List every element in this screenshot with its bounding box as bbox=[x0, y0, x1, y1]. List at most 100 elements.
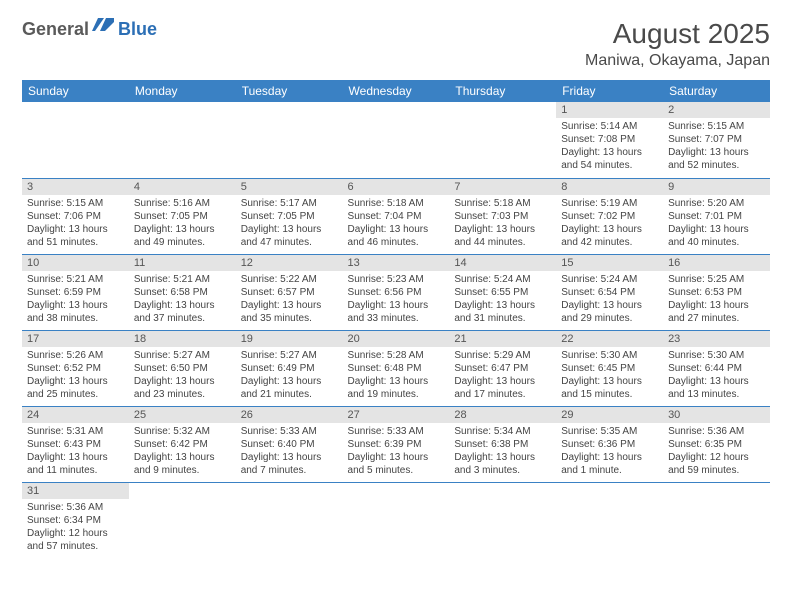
daylight-line: Daylight: 13 hours and 33 minutes. bbox=[348, 299, 445, 325]
sunset-line: Sunset: 6:59 PM bbox=[27, 286, 124, 299]
calendar-day: 28Sunrise: 5:34 AMSunset: 6:38 PMDayligh… bbox=[449, 406, 556, 482]
day-number: 21 bbox=[449, 331, 556, 347]
daylight-line: Daylight: 13 hours and 15 minutes. bbox=[561, 375, 658, 401]
day-number: 31 bbox=[22, 483, 129, 499]
sunrise-line: Sunrise: 5:27 AM bbox=[134, 349, 231, 362]
calendar-day: 20Sunrise: 5:28 AMSunset: 6:48 PMDayligh… bbox=[343, 330, 450, 406]
sunset-line: Sunset: 7:06 PM bbox=[27, 210, 124, 223]
day-number: 7 bbox=[449, 179, 556, 195]
calendar-body: 1Sunrise: 5:14 AMSunset: 7:08 PMDaylight… bbox=[22, 102, 770, 558]
sunrise-line: Sunrise: 5:21 AM bbox=[27, 273, 124, 286]
sunrise-line: Sunrise: 5:25 AM bbox=[668, 273, 765, 286]
day-details: Sunrise: 5:30 AMSunset: 6:44 PMDaylight:… bbox=[663, 347, 770, 405]
day-details: Sunrise: 5:20 AMSunset: 7:01 PMDaylight:… bbox=[663, 195, 770, 253]
sunset-line: Sunset: 6:38 PM bbox=[454, 438, 551, 451]
daylight-line: Daylight: 13 hours and 9 minutes. bbox=[134, 451, 231, 477]
sunrise-line: Sunrise: 5:30 AM bbox=[561, 349, 658, 362]
day-number: 17 bbox=[22, 331, 129, 347]
day-details: Sunrise: 5:26 AMSunset: 6:52 PMDaylight:… bbox=[22, 347, 129, 405]
day-details: Sunrise: 5:21 AMSunset: 6:59 PMDaylight:… bbox=[22, 271, 129, 329]
day-details: Sunrise: 5:34 AMSunset: 6:38 PMDaylight:… bbox=[449, 423, 556, 481]
calendar-day: 2Sunrise: 5:15 AMSunset: 7:07 PMDaylight… bbox=[663, 102, 770, 178]
calendar-day: 25Sunrise: 5:32 AMSunset: 6:42 PMDayligh… bbox=[129, 406, 236, 482]
calendar-day: 24Sunrise: 5:31 AMSunset: 6:43 PMDayligh… bbox=[22, 406, 129, 482]
sunset-line: Sunset: 6:53 PM bbox=[668, 286, 765, 299]
daylight-line: Daylight: 13 hours and 29 minutes. bbox=[561, 299, 658, 325]
calendar-day: 7Sunrise: 5:18 AMSunset: 7:03 PMDaylight… bbox=[449, 178, 556, 254]
calendar-empty bbox=[129, 482, 236, 558]
sunrise-line: Sunrise: 5:15 AM bbox=[27, 197, 124, 210]
day-details: Sunrise: 5:24 AMSunset: 6:55 PMDaylight:… bbox=[449, 271, 556, 329]
sunset-line: Sunset: 6:45 PM bbox=[561, 362, 658, 375]
day-details: Sunrise: 5:27 AMSunset: 6:50 PMDaylight:… bbox=[129, 347, 236, 405]
sunrise-line: Sunrise: 5:27 AM bbox=[241, 349, 338, 362]
calendar-week: 3Sunrise: 5:15 AMSunset: 7:06 PMDaylight… bbox=[22, 178, 770, 254]
calendar-day: 29Sunrise: 5:35 AMSunset: 6:36 PMDayligh… bbox=[556, 406, 663, 482]
sunset-line: Sunset: 7:08 PM bbox=[561, 133, 658, 146]
sunset-line: Sunset: 7:01 PM bbox=[668, 210, 765, 223]
calendar-day: 30Sunrise: 5:36 AMSunset: 6:35 PMDayligh… bbox=[663, 406, 770, 482]
calendar-day: 27Sunrise: 5:33 AMSunset: 6:39 PMDayligh… bbox=[343, 406, 450, 482]
daylight-line: Daylight: 13 hours and 44 minutes. bbox=[454, 223, 551, 249]
day-number: 4 bbox=[129, 179, 236, 195]
day-number: 24 bbox=[22, 407, 129, 423]
day-details: Sunrise: 5:16 AMSunset: 7:05 PMDaylight:… bbox=[129, 195, 236, 253]
sunset-line: Sunset: 6:43 PM bbox=[27, 438, 124, 451]
sunrise-line: Sunrise: 5:20 AM bbox=[668, 197, 765, 210]
daylight-line: Daylight: 13 hours and 51 minutes. bbox=[27, 223, 124, 249]
sunset-line: Sunset: 6:54 PM bbox=[561, 286, 658, 299]
sunset-line: Sunset: 6:57 PM bbox=[241, 286, 338, 299]
sunrise-line: Sunrise: 5:35 AM bbox=[561, 425, 658, 438]
daylight-line: Daylight: 13 hours and 40 minutes. bbox=[668, 223, 765, 249]
daylight-line: Daylight: 13 hours and 38 minutes. bbox=[27, 299, 124, 325]
daylight-line: Daylight: 13 hours and 7 minutes. bbox=[241, 451, 338, 477]
daylight-line: Daylight: 13 hours and 46 minutes. bbox=[348, 223, 445, 249]
calendar-week: 17Sunrise: 5:26 AMSunset: 6:52 PMDayligh… bbox=[22, 330, 770, 406]
day-number: 11 bbox=[129, 255, 236, 271]
sunset-line: Sunset: 6:58 PM bbox=[134, 286, 231, 299]
calendar-day: 8Sunrise: 5:19 AMSunset: 7:02 PMDaylight… bbox=[556, 178, 663, 254]
sunset-line: Sunset: 7:07 PM bbox=[668, 133, 765, 146]
day-details: Sunrise: 5:15 AMSunset: 7:07 PMDaylight:… bbox=[663, 118, 770, 176]
calendar-day: 11Sunrise: 5:21 AMSunset: 6:58 PMDayligh… bbox=[129, 254, 236, 330]
daylight-line: Daylight: 13 hours and 42 minutes. bbox=[561, 223, 658, 249]
daylight-line: Daylight: 13 hours and 52 minutes. bbox=[668, 146, 765, 172]
header: General Blue August 2025 Maniwa, Okayama… bbox=[22, 18, 770, 70]
day-details: Sunrise: 5:28 AMSunset: 6:48 PMDaylight:… bbox=[343, 347, 450, 405]
calendar-empty bbox=[236, 482, 343, 558]
month-title: August 2025 bbox=[585, 18, 770, 50]
calendar-day: 17Sunrise: 5:26 AMSunset: 6:52 PMDayligh… bbox=[22, 330, 129, 406]
sunset-line: Sunset: 7:05 PM bbox=[134, 210, 231, 223]
day-details: Sunrise: 5:32 AMSunset: 6:42 PMDaylight:… bbox=[129, 423, 236, 481]
calendar-day: 3Sunrise: 5:15 AMSunset: 7:06 PMDaylight… bbox=[22, 178, 129, 254]
sunrise-line: Sunrise: 5:19 AM bbox=[561, 197, 658, 210]
sunset-line: Sunset: 6:40 PM bbox=[241, 438, 338, 451]
sunrise-line: Sunrise: 5:30 AM bbox=[668, 349, 765, 362]
sunset-line: Sunset: 7:05 PM bbox=[241, 210, 338, 223]
calendar-day: 15Sunrise: 5:24 AMSunset: 6:54 PMDayligh… bbox=[556, 254, 663, 330]
sunrise-line: Sunrise: 5:28 AM bbox=[348, 349, 445, 362]
day-number: 22 bbox=[556, 331, 663, 347]
calendar-week: 31Sunrise: 5:36 AMSunset: 6:34 PMDayligh… bbox=[22, 482, 770, 558]
daylight-line: Daylight: 13 hours and 3 minutes. bbox=[454, 451, 551, 477]
day-details: Sunrise: 5:29 AMSunset: 6:47 PMDaylight:… bbox=[449, 347, 556, 405]
calendar-empty bbox=[343, 102, 450, 178]
day-number: 26 bbox=[236, 407, 343, 423]
calendar-empty bbox=[556, 482, 663, 558]
day-details: Sunrise: 5:19 AMSunset: 7:02 PMDaylight:… bbox=[556, 195, 663, 253]
day-number: 10 bbox=[22, 255, 129, 271]
flag-icon bbox=[92, 18, 114, 37]
sunset-line: Sunset: 6:56 PM bbox=[348, 286, 445, 299]
sunset-line: Sunset: 6:44 PM bbox=[668, 362, 765, 375]
sunrise-line: Sunrise: 5:17 AM bbox=[241, 197, 338, 210]
daylight-line: Daylight: 13 hours and 19 minutes. bbox=[348, 375, 445, 401]
day-details: Sunrise: 5:22 AMSunset: 6:57 PMDaylight:… bbox=[236, 271, 343, 329]
calendar-empty bbox=[236, 102, 343, 178]
daylight-line: Daylight: 13 hours and 1 minute. bbox=[561, 451, 658, 477]
sunrise-line: Sunrise: 5:26 AM bbox=[27, 349, 124, 362]
calendar-empty bbox=[129, 102, 236, 178]
logo: General Blue bbox=[22, 18, 157, 41]
calendar-empty bbox=[343, 482, 450, 558]
day-details: Sunrise: 5:17 AMSunset: 7:05 PMDaylight:… bbox=[236, 195, 343, 253]
sunrise-line: Sunrise: 5:36 AM bbox=[27, 501, 124, 514]
